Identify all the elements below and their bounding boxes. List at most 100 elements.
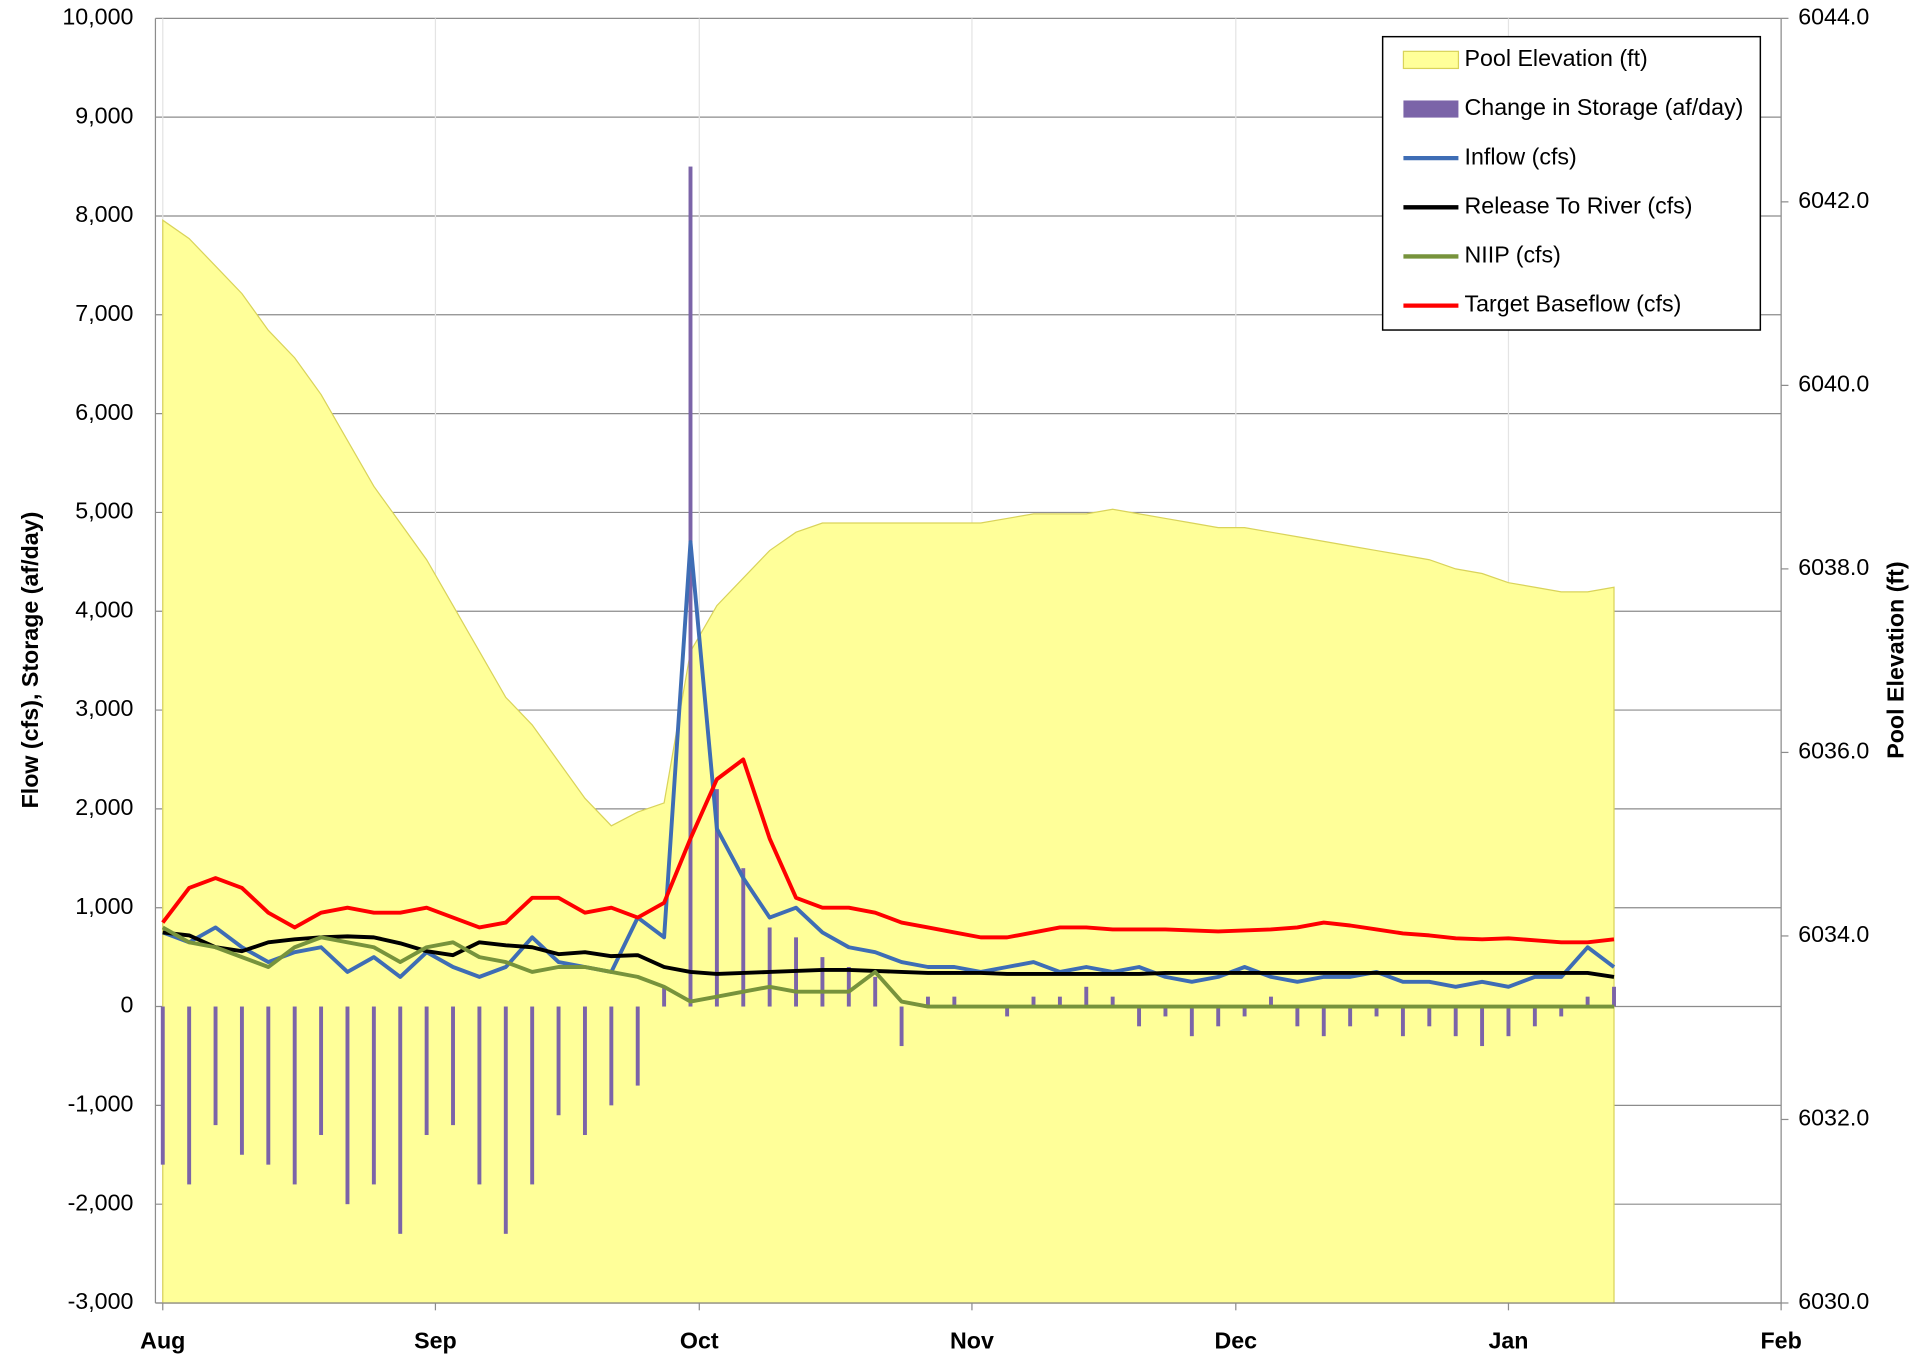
bar (1137, 1006, 1142, 1027)
legend-box (1381, 35, 1762, 331)
bar (1559, 1006, 1564, 1017)
y2-tick-label: 6038.0 (1798, 554, 1869, 580)
bar (398, 1006, 403, 1234)
series-line (162, 930, 1615, 979)
y-tick-label: -3,000 (68, 1288, 134, 1314)
bar (1348, 1006, 1353, 1027)
bar (1084, 986, 1089, 1007)
y-axis-label: Flow (cfs), Storage (af/day) (17, 512, 43, 809)
bar (767, 927, 772, 1007)
legend-label: Release To River (cfs) (1465, 192, 1693, 218)
legend-label: Inflow (cfs) (1465, 143, 1577, 169)
bar (1110, 996, 1115, 1007)
y-tick-label: -2,000 (68, 1189, 134, 1215)
y-tick-label: 2,000 (75, 794, 133, 820)
bar (1216, 1006, 1221, 1027)
y2-tick-label: 6030.0 (1798, 1288, 1869, 1314)
axes: -3,000 -2,000 -1,000 0 1,000 2,000 3,000 4,000 5… (62, 3, 1869, 1353)
bar (662, 986, 667, 1007)
bar (345, 1006, 350, 1205)
bar (846, 967, 851, 1007)
legend-label: Change in Storage (af/day) (1465, 94, 1744, 120)
y2-axis-label: Pool Elevation (ft) (1882, 561, 1908, 758)
y-tick-label: 10,000 (62, 3, 133, 29)
y2-tick-label: 6040.0 (1798, 371, 1869, 397)
bar (582, 1006, 587, 1136)
x-tick-label: Dec (1215, 1327, 1258, 1353)
bar (609, 1006, 614, 1106)
y-tick-label: -1,000 (68, 1090, 134, 1116)
bar (1295, 1006, 1300, 1027)
legend-label: Target Baseflow (cfs) (1465, 291, 1682, 317)
bar (1005, 1006, 1010, 1017)
y2-tick-label: 6044.0 (1798, 3, 1869, 29)
bar (899, 1006, 904, 1047)
bar (503, 1006, 508, 1234)
bar (556, 1006, 561, 1116)
bar (926, 996, 930, 1007)
bar (952, 996, 957, 1007)
x-tick-label: Nov (950, 1327, 994, 1353)
bar (451, 1006, 455, 1126)
x-tick-label: Jan (1488, 1327, 1528, 1353)
bar (1057, 996, 1062, 1007)
y2-tick-label: 6032.0 (1798, 1105, 1869, 1131)
bar (1163, 1006, 1168, 1017)
legend: Pool Elevation (ft) Change in Storage (af… (1381, 35, 1762, 331)
y-tick-label: 0 (121, 992, 134, 1018)
bar (213, 1006, 218, 1126)
bar (688, 166, 693, 1007)
bar (741, 868, 746, 1007)
x-tick-label: Sep (414, 1327, 457, 1353)
bar (1400, 1006, 1405, 1037)
bar (1453, 1006, 1458, 1037)
bar (239, 1006, 244, 1155)
bar (292, 1006, 297, 1185)
y-tick-label: 1,000 (75, 893, 133, 919)
bar (1321, 1006, 1326, 1037)
y-tick-label: 3,000 (75, 695, 133, 721)
bar (187, 1006, 192, 1185)
y-tick-label: 6,000 (75, 399, 133, 425)
legend-label: NIIP (cfs) (1465, 242, 1561, 268)
y-tick-label: 5,000 (75, 498, 133, 524)
y-tick-label: 8,000 (75, 201, 133, 227)
bar (1374, 1006, 1379, 1017)
legend-label: Pool Elevation (ft) (1465, 45, 1648, 71)
bar (1269, 996, 1273, 1007)
x-tick-label: Feb (1760, 1327, 1801, 1353)
bar (1242, 1006, 1247, 1017)
bar (714, 789, 719, 1007)
x-tick-label: Oct (680, 1327, 719, 1353)
bar (1427, 1006, 1432, 1027)
bar (160, 1006, 165, 1165)
bar (319, 1006, 324, 1136)
y2-tick-label: 6042.0 (1798, 187, 1869, 213)
bar (371, 1006, 376, 1185)
series-line (161, 925, 1615, 1009)
bar (424, 1006, 429, 1136)
bar (1480, 1006, 1485, 1047)
bar (1506, 1006, 1511, 1037)
y-tick-label: 9,000 (75, 102, 133, 128)
plot (160, 166, 1616, 1304)
series-line (161, 757, 1615, 945)
bar (1532, 1006, 1537, 1027)
bar (1612, 986, 1616, 1007)
legend-swatch (1403, 100, 1459, 118)
y-tick-label: 4,000 (75, 596, 133, 622)
bar (1585, 996, 1590, 1007)
legend-swatch (1402, 50, 1460, 70)
bar (635, 1006, 640, 1086)
y-tick-label: 7,000 (75, 300, 133, 326)
bar (820, 957, 825, 1007)
bar (530, 1006, 535, 1185)
y2-tick-label: 6036.0 (1798, 738, 1869, 764)
x-tick-label: Aug (140, 1327, 185, 1353)
pool-area (162, 219, 1615, 1304)
bar (1031, 996, 1036, 1007)
y2-tick-label: 6034.0 (1798, 921, 1869, 947)
bar (477, 1006, 482, 1185)
bar (873, 976, 878, 1007)
bar (266, 1006, 271, 1165)
